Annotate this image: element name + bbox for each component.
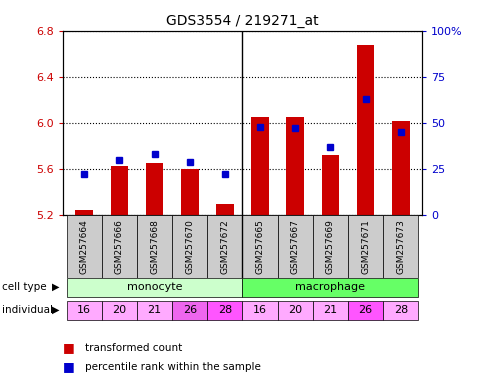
Text: GSM257664: GSM257664 — [79, 219, 89, 274]
Bar — [102, 215, 136, 278]
Bar — [216, 204, 233, 215]
Text: 26: 26 — [182, 305, 197, 314]
Text: ▶: ▶ — [52, 305, 60, 315]
Text: GSM257666: GSM257666 — [115, 219, 123, 274]
Bar — [348, 215, 382, 278]
Bar — [136, 215, 172, 278]
Bar — [66, 301, 102, 319]
Bar — [242, 278, 418, 296]
Bar — [286, 117, 303, 215]
Bar — [110, 166, 128, 215]
Bar — [348, 301, 382, 319]
Text: 16: 16 — [253, 305, 267, 314]
Bar — [251, 117, 268, 215]
Title: GDS3554 / 219271_at: GDS3554 / 219271_at — [166, 14, 318, 28]
Bar — [312, 215, 348, 278]
Bar — [321, 155, 339, 215]
Bar — [391, 121, 409, 215]
Bar — [207, 215, 242, 278]
Text: 28: 28 — [217, 305, 231, 314]
Text: GSM257669: GSM257669 — [325, 219, 334, 274]
Text: cell type: cell type — [2, 282, 47, 292]
Bar — [181, 169, 198, 215]
Bar — [382, 301, 418, 319]
Text: 26: 26 — [358, 305, 372, 314]
Bar — [102, 301, 136, 319]
Text: GSM257668: GSM257668 — [150, 219, 159, 274]
Text: GSM257673: GSM257673 — [395, 219, 405, 274]
Bar — [356, 45, 374, 215]
Text: GSM257665: GSM257665 — [255, 219, 264, 274]
Text: GSM257670: GSM257670 — [185, 219, 194, 274]
Text: 21: 21 — [323, 305, 337, 314]
Text: individual: individual — [2, 305, 53, 315]
Text: monocyte: monocyte — [126, 281, 182, 291]
Text: ▶: ▶ — [52, 282, 60, 292]
Bar — [145, 163, 163, 215]
Text: GSM257671: GSM257671 — [361, 219, 369, 274]
Text: ■: ■ — [63, 360, 75, 373]
Text: transformed count: transformed count — [85, 343, 182, 353]
Text: GSM257672: GSM257672 — [220, 219, 229, 274]
Text: 21: 21 — [147, 305, 161, 314]
Bar — [312, 301, 348, 319]
Bar — [277, 215, 312, 278]
Bar — [207, 301, 242, 319]
Bar — [242, 215, 277, 278]
Bar — [66, 278, 242, 296]
Text: percentile rank within the sample: percentile rank within the sample — [85, 362, 260, 372]
Text: ■: ■ — [63, 341, 75, 354]
Bar — [277, 301, 312, 319]
Bar — [242, 301, 277, 319]
Text: 20: 20 — [287, 305, 302, 314]
Text: 16: 16 — [77, 305, 91, 314]
Bar — [172, 301, 207, 319]
Text: macrophage: macrophage — [295, 281, 365, 291]
Bar — [136, 301, 172, 319]
Text: 20: 20 — [112, 305, 126, 314]
Bar — [172, 215, 207, 278]
Bar — [75, 210, 93, 215]
Text: GSM257667: GSM257667 — [290, 219, 299, 274]
Bar — [66, 215, 102, 278]
Bar — [382, 215, 418, 278]
Text: 28: 28 — [393, 305, 407, 314]
